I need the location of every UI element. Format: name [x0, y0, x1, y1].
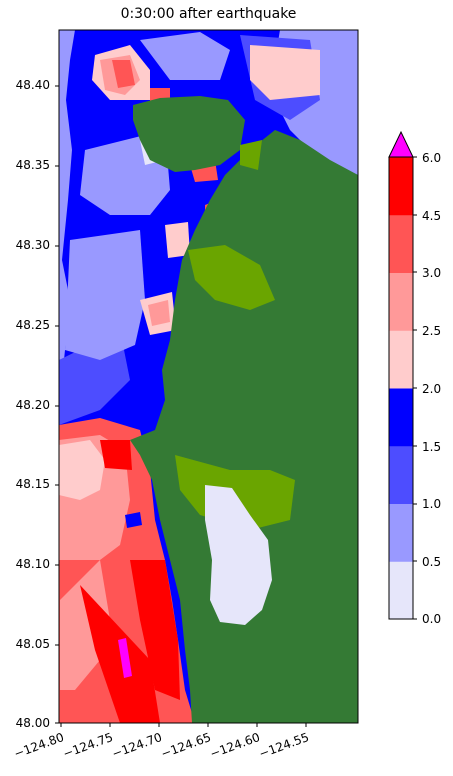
colorbar-tick-label: 0.0: [422, 612, 442, 626]
wave-band-pink: [59, 440, 105, 500]
colorbar-tick-label: 1.5: [422, 440, 442, 454]
wave-band-pink: [165, 222, 190, 258]
x-tick-marks: [60, 723, 307, 727]
y-tick-label: 48.10: [15, 557, 50, 571]
wave-band-deep-red: [80, 585, 160, 723]
colorbar-tick-label: 2.5: [422, 324, 442, 338]
colorbar-segment: [389, 330, 413, 389]
y-tick-marks: [55, 85, 59, 724]
colorbar-tick-label: 1.0: [422, 497, 442, 511]
y-tick-label: 48.05: [15, 637, 50, 651]
wave-band-deep-red: [130, 560, 180, 700]
y-tick-label: 48.25: [15, 318, 50, 332]
colorbar-segment: [389, 445, 413, 504]
y-tick-label: 48.15: [15, 477, 50, 491]
wave-band-light: [59, 30, 75, 380]
y-tick-label: 48.30: [15, 238, 50, 252]
land-tidal: [188, 245, 275, 310]
wave-band-blue-patch: [125, 512, 142, 528]
inland-lake: [205, 485, 272, 625]
y-tick-label: 48.35: [15, 158, 50, 172]
colorbar-tick-label: 6.0: [422, 151, 442, 165]
wave-band-pink: [250, 45, 320, 100]
colorbar-segment: [389, 561, 413, 620]
colorbar-tick-marks: [413, 156, 417, 620]
plot-area: [59, 30, 358, 723]
y-tick-label: 48.20: [15, 398, 50, 412]
wave-band-salmon: [60, 560, 110, 690]
wave-band-light: [65, 230, 145, 360]
wave-band-deep-red: [100, 440, 132, 470]
land-island: [133, 96, 245, 172]
wave-band-over: [118, 638, 132, 678]
wave-band-salmon: [148, 300, 170, 326]
colorbar-segment: [389, 214, 413, 273]
colorbar-segment: [389, 272, 413, 331]
wave-band-red: [112, 60, 135, 88]
map-title: 0:30:00 after earthquake: [120, 6, 297, 22]
wave-band-light: [140, 32, 230, 80]
colorbar: [389, 157, 413, 620]
y-tick-label: 48.00: [15, 716, 50, 730]
colorbar-tick-label: 3.0: [422, 266, 442, 280]
land-mainland: [130, 30, 358, 723]
colorbar-over-arrow: [388, 130, 414, 158]
colorbar-tick-label: 4.5: [422, 209, 442, 223]
colorbar-tick-label: 2.0: [422, 382, 442, 396]
colorbar-tick-label: 0.5: [422, 555, 442, 569]
land-tidal: [240, 140, 262, 170]
y-tick-label: 48.40: [15, 78, 50, 92]
colorbar-segment: [389, 388, 413, 447]
colorbar-segment: [389, 157, 413, 216]
colorbar-segment: [389, 503, 413, 562]
